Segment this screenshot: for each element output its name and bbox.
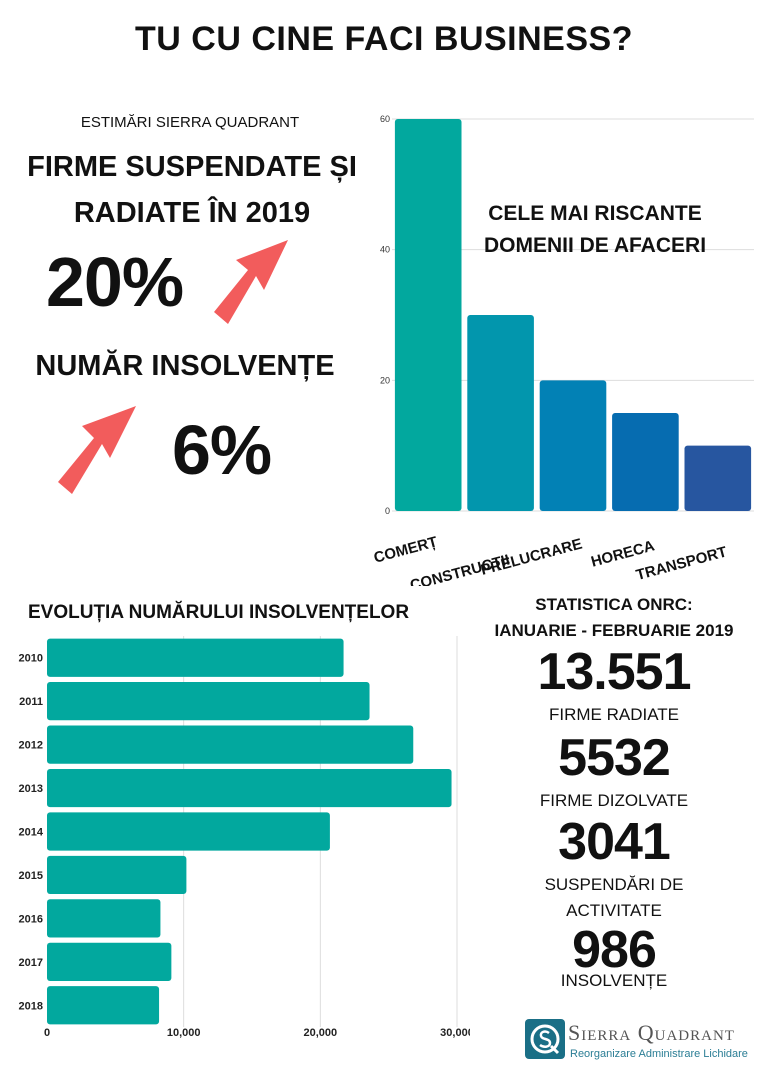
hchart-bar (47, 855, 187, 895)
suspended-firms-headline: FIRME SUSPENDATE ȘI RADIATE ÎN 2019 (0, 144, 384, 236)
vchart-bar (612, 413, 679, 511)
hchart-bar (47, 682, 370, 721)
suspended-firms-percent: 20% (46, 243, 184, 321)
suspended-firms-headline-line1: FIRME SUSPENDATE ȘI (27, 151, 357, 183)
arrow-up-right-icon (58, 406, 136, 494)
arrow-shape (58, 406, 136, 494)
hchart-bar (47, 725, 414, 764)
hchart-bar (47, 768, 452, 808)
stat-value-dissolved: 5532 (558, 729, 671, 787)
stat-label-radiated: FIRME RADIATE (548, 705, 680, 724)
riskiest-domains-title-line1: CELE MAI RISCANTE (488, 202, 702, 225)
suspended-firms-headline-line2: RADIATE ÎN 2019 (73, 197, 311, 229)
vchart-ytick-label: 60 (380, 114, 390, 124)
hchart-bar (47, 986, 160, 1025)
hchart-xtick-label: 30,000 (440, 1027, 470, 1039)
onrc-title-line2: IANUARIE - FEBRUARIE 2019 (494, 621, 734, 640)
logo-name: Sierra Quadrant (568, 1020, 735, 1045)
hchart-year-label: 2016 (19, 913, 43, 925)
hchart-bar (47, 942, 172, 981)
insolvency-evolution-chart: 0 10,000 20,000 30,000 2010 2011 2012 2013 2014… (19, 636, 470, 1039)
hchart-xtick-label: 20,000 (304, 1027, 338, 1039)
hchart-xtick-label: 0 (44, 1027, 50, 1039)
arrow-shape (214, 240, 288, 324)
hchart-year-label: 2017 (19, 957, 43, 969)
logo-s (539, 1030, 552, 1048)
hchart-xtick-label: 10,000 (167, 1027, 201, 1039)
vchart-ytick-label: 0 (385, 506, 390, 516)
sierra-quadrant-logo-icon (525, 1019, 565, 1059)
stat-label-suspended-line2: ACTIVITATE (566, 901, 662, 920)
stat-value-suspended: 3041 (558, 813, 671, 871)
riskiest-domains-title-line2: DOMENII DE AFACERI (483, 234, 707, 257)
hchart-year-label: 2013 (19, 783, 43, 795)
riskiest-domains-title: CELE MAI RISCANTE DOMENII DE AFACERI (430, 198, 760, 262)
hchart-year-label: 2011 (19, 696, 43, 708)
logo-q-tail (549, 1044, 560, 1055)
logo-ring (530, 1024, 560, 1054)
stat-value-insolvency: 986 (572, 921, 657, 979)
vchart-bar (684, 445, 752, 511)
vchart-bar (394, 119, 462, 511)
vchart-category-label: COMERȚ (372, 533, 439, 566)
hchart-bar (47, 638, 344, 677)
insolvency-percent: 6% (172, 411, 272, 489)
page-title: TU CU CINE FACI BUSINESS? (135, 20, 633, 58)
onrc-title: STATISTICA ONRC: IANUARIE - FEBRUARIE 20… (468, 592, 760, 644)
vchart-bar (539, 380, 607, 511)
vchart-bar (467, 315, 534, 511)
hchart-year-label: 2014 (19, 827, 44, 839)
estimates-source: ESTIMĂRI SIERRA QUADRANT (80, 114, 300, 131)
arrow-up-right-icon (214, 240, 288, 324)
insolvency-headline: NUMĂR INSOLVENȚE (35, 350, 335, 382)
stat-label-dissolved: FIRME DIZOLVATE (539, 791, 689, 810)
hchart-year-label: 2010 (19, 653, 43, 665)
stat-label-suspended-line1: SUSPENDĂRI DE (544, 875, 684, 894)
stat-value-radiated: 13.551 (537, 643, 691, 701)
logo-tagline: Reorganizare Administrare Lichidare (570, 1048, 748, 1060)
hchart-year-label: 2015 (19, 870, 43, 882)
vchart-ytick-label: 20 (380, 375, 390, 385)
onrc-title-line1: STATISTICA ONRC: (535, 595, 693, 614)
hchart-bar (47, 812, 330, 851)
stat-label-insolvency: INSOLVENȚE (560, 971, 668, 990)
hchart-year-label: 2018 (19, 1000, 43, 1012)
hchart-year-labels: 2010 2011 2012 2013 2014 2015 2016 2017 2018 (19, 653, 44, 1013)
insolvency-evolution-title: EVOLUȚIA NUMĂRULUI INSOLVENȚELOR (28, 602, 410, 623)
hchart-year-label: 2012 (19, 740, 43, 752)
hchart-bars (47, 638, 452, 1025)
vchart-ytick-label: 40 (380, 245, 390, 255)
hchart-bar (47, 899, 161, 938)
vchart-bars (394, 119, 752, 511)
